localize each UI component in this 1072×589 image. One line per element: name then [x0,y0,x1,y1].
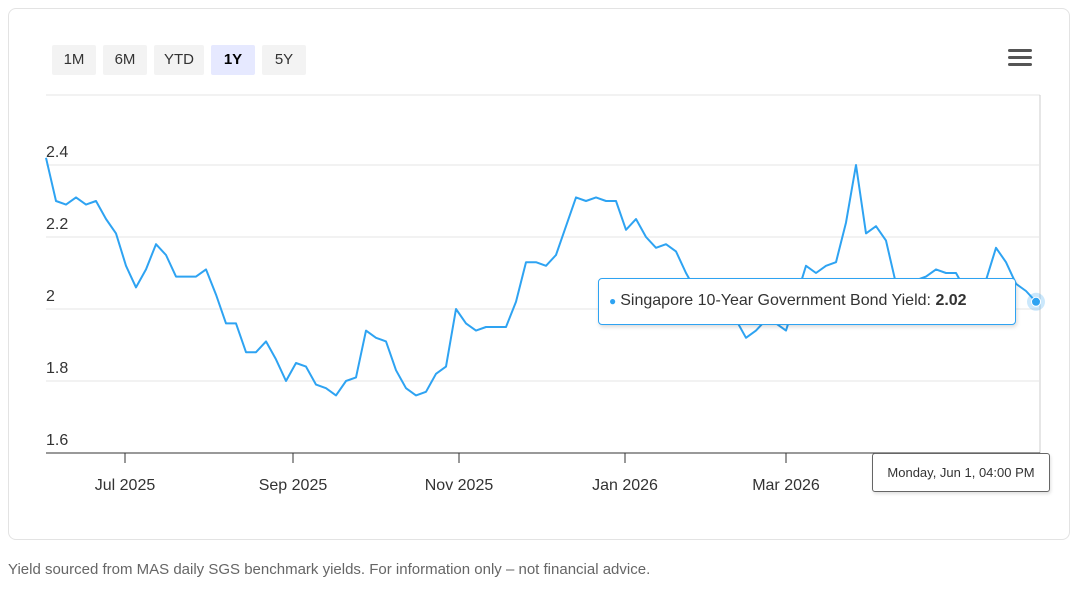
range-button[interactable]: 6M [103,45,147,75]
menu-button[interactable] [1008,49,1032,68]
tooltip: ● Singapore 10-Year Government Bond Yield… [598,278,1016,325]
x-tick-label: Jan 2026 [592,477,658,494]
y-tick-label: 2 [46,288,55,305]
y-tick-label: 2.4 [46,144,68,161]
line [45,157,1037,397]
y-tick-label: 2.2 [46,216,68,233]
chart-card [8,8,1070,540]
tooltip-value: 2.02 [935,292,967,309]
hover-point [1031,296,1041,307]
range-button[interactable]: 1Y [211,45,255,75]
x-tick-label: Mar 2026 [752,477,820,494]
x-tick-label: Jul 2025 [95,477,156,494]
range-button[interactable]: 5Y [262,45,306,75]
range-button[interactable]: YTD [154,45,204,75]
y-tick-label: 1.8 [46,360,68,377]
y-tick-label: 1.6 [46,432,68,449]
footnote: Yield sourced from MAS daily SGS benchma… [8,561,651,578]
range-selector: 1M 6M YTD 1Y 5Y [52,45,306,75]
tooltip-label: Singapore 10-Year Government Bond Yield: [620,292,931,309]
range-button[interactable]: 1M [52,45,96,75]
tooltip-date: Monday, Jun 1, 04:00 PM [872,453,1050,492]
x-tick-label: Sep 2025 [259,477,328,494]
x-tick-label: Nov 2025 [425,477,494,494]
